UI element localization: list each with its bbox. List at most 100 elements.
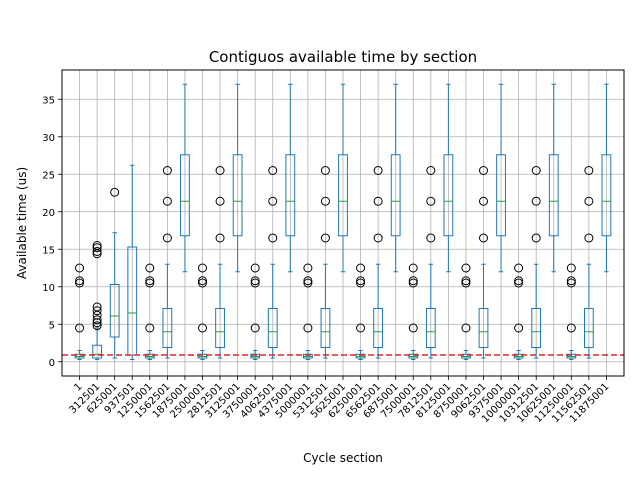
box-5312501 — [320, 166, 331, 359]
outlier-point — [198, 263, 207, 273]
y-tick-label: 20 — [42, 208, 55, 219]
outlier-point — [320, 196, 330, 206]
y-axis-label: Available time (us) — [15, 167, 29, 279]
grid-lines — [62, 70, 624, 376]
iqr-box — [478, 308, 489, 348]
iqr-box — [496, 154, 506, 237]
outlier-point — [162, 196, 172, 206]
iqr-box — [320, 308, 331, 348]
outlier-point — [75, 323, 85, 333]
iqr-box — [267, 308, 278, 348]
outlier-point — [250, 278, 260, 288]
box-series — [74, 83, 612, 360]
outlier-point — [268, 233, 278, 243]
iqr-box — [180, 154, 190, 237]
outlier-point — [373, 196, 383, 206]
outlier-point — [320, 233, 330, 243]
outlier-point — [356, 263, 366, 273]
outlier-point — [320, 166, 330, 175]
outlier-point — [408, 278, 418, 288]
outlier-point — [461, 278, 471, 288]
outlier-point — [250, 276, 260, 286]
outlier-point — [531, 166, 541, 175]
outlier-point — [566, 278, 576, 288]
outlier-point — [461, 323, 471, 333]
outlier-point — [198, 323, 207, 333]
box-1 — [74, 263, 85, 360]
box-312501 — [92, 241, 103, 360]
outlier-point — [303, 276, 313, 286]
box-11562501 — [583, 166, 594, 359]
outlier-point — [531, 233, 541, 243]
outlier-point — [426, 233, 436, 243]
outlier-point — [356, 323, 366, 333]
box-3750001 — [250, 263, 261, 360]
box-5625001 — [338, 83, 348, 273]
outlier-point — [198, 276, 207, 286]
iqr-box — [548, 154, 559, 237]
box-9062501 — [478, 166, 489, 359]
iqr-box — [601, 154, 612, 237]
box-937501 — [127, 164, 138, 360]
outlier-point — [268, 196, 278, 206]
box-7500001 — [408, 263, 419, 360]
outlier-point — [408, 323, 418, 333]
outlier-point — [426, 166, 436, 175]
outlier-point — [373, 166, 383, 175]
outlier-point — [584, 233, 594, 243]
iqr-box — [285, 154, 296, 237]
box-5000001 — [302, 263, 313, 360]
outlier-point — [198, 278, 207, 288]
outlier-point — [566, 323, 576, 333]
iqr-box — [443, 154, 454, 237]
y-tick-label: 10 — [42, 283, 55, 294]
y-tick-label: 35 — [42, 95, 55, 106]
box-1875001 — [180, 83, 190, 273]
box-625001 — [109, 187, 120, 359]
box-1562501 — [162, 166, 173, 359]
outlier-point — [92, 241, 102, 250]
outlier-point — [215, 166, 225, 175]
outlier-point — [514, 263, 524, 273]
outlier-point — [479, 196, 488, 206]
box-6875001 — [390, 83, 401, 273]
outlier-point — [215, 196, 225, 206]
outlier-point — [92, 306, 102, 316]
outlier-point — [75, 263, 85, 273]
box-4062501 — [267, 166, 278, 359]
box-8750001 — [461, 263, 471, 360]
iqr-box — [425, 308, 436, 348]
outlier-point — [75, 276, 85, 286]
box-6562501 — [373, 166, 384, 359]
outlier-point — [110, 187, 120, 197]
outlier-point — [303, 278, 313, 288]
y-tick-label: 15 — [42, 245, 55, 256]
outlier-point — [268, 166, 278, 175]
outlier-point — [162, 233, 172, 243]
outlier-point — [461, 263, 471, 273]
outlier-point — [566, 276, 576, 286]
box-10000001 — [513, 263, 524, 360]
iqr-box — [162, 308, 173, 348]
chart-title: Contiguos available time by section — [209, 48, 477, 66]
outlier-point — [514, 323, 524, 333]
iqr-box — [390, 154, 401, 237]
outlier-point — [514, 278, 524, 288]
outlier-point — [531, 196, 541, 206]
outlier-point — [479, 233, 488, 243]
outlier-point — [92, 247, 102, 256]
outlier-point — [408, 263, 418, 273]
box-10312501 — [531, 166, 542, 359]
outlier-point — [514, 276, 524, 286]
outlier-point — [584, 196, 594, 206]
box-1250001 — [144, 263, 155, 360]
iqr-box — [232, 154, 243, 237]
box-11875001 — [601, 83, 612, 273]
outlier-point — [356, 278, 366, 288]
outlier-point — [373, 233, 383, 243]
outlier-point — [145, 323, 155, 333]
y-tick-label: 5 — [49, 320, 55, 331]
iqr-box — [583, 308, 594, 348]
y-tick-label: 30 — [42, 133, 55, 144]
outlier-point — [92, 321, 102, 331]
